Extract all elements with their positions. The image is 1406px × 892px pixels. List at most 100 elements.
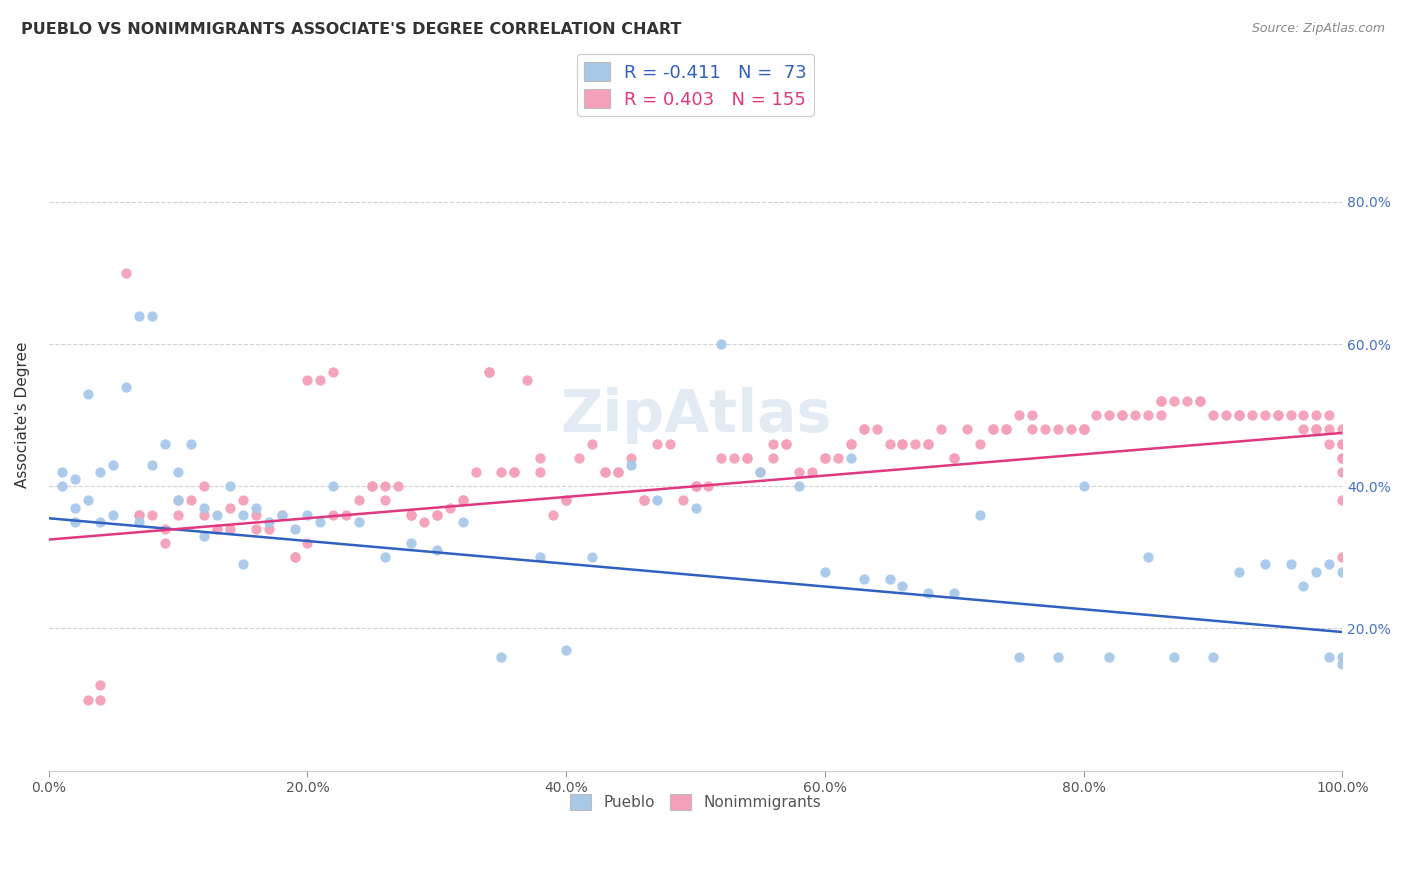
Point bbox=[180, 493, 202, 508]
Point bbox=[1331, 493, 1354, 508]
Point bbox=[193, 479, 215, 493]
Point bbox=[232, 508, 254, 522]
Point bbox=[399, 508, 422, 522]
Point bbox=[1317, 436, 1340, 450]
Point bbox=[710, 337, 733, 351]
Point bbox=[399, 536, 422, 550]
Point bbox=[1073, 422, 1095, 436]
Point bbox=[103, 458, 125, 472]
Point bbox=[685, 479, 707, 493]
Point bbox=[685, 479, 707, 493]
Point bbox=[1331, 450, 1354, 465]
Point bbox=[852, 422, 875, 436]
Point bbox=[1227, 565, 1250, 579]
Point bbox=[128, 508, 150, 522]
Point bbox=[63, 500, 86, 515]
Point bbox=[297, 508, 319, 522]
Text: PUEBLO VS NONIMMIGRANTS ASSOCIATE'S DEGREE CORRELATION CHART: PUEBLO VS NONIMMIGRANTS ASSOCIATE'S DEGR… bbox=[21, 22, 682, 37]
Point bbox=[153, 436, 176, 450]
Point bbox=[439, 500, 461, 515]
Point bbox=[245, 522, 267, 536]
Point bbox=[115, 380, 138, 394]
Point bbox=[710, 450, 733, 465]
Point bbox=[956, 422, 979, 436]
Point bbox=[1163, 393, 1185, 408]
Legend: Pueblo, Nonimmigrants: Pueblo, Nonimmigrants bbox=[564, 788, 828, 816]
Point bbox=[723, 450, 745, 465]
Point bbox=[503, 465, 526, 479]
Point bbox=[1150, 393, 1173, 408]
Point bbox=[555, 493, 578, 508]
Point bbox=[426, 508, 449, 522]
Point bbox=[685, 500, 707, 515]
Point bbox=[1202, 649, 1225, 664]
Point bbox=[63, 472, 86, 486]
Point bbox=[153, 522, 176, 536]
Point bbox=[297, 536, 319, 550]
Point bbox=[994, 422, 1017, 436]
Point bbox=[787, 465, 810, 479]
Point bbox=[426, 508, 449, 522]
Point bbox=[981, 422, 1004, 436]
Point bbox=[814, 565, 837, 579]
Text: ZipAtlas: ZipAtlas bbox=[560, 386, 831, 443]
Point bbox=[491, 465, 513, 479]
Point bbox=[451, 493, 474, 508]
Point bbox=[115, 266, 138, 280]
Point bbox=[89, 515, 111, 529]
Point bbox=[283, 522, 305, 536]
Point bbox=[167, 493, 190, 508]
Point bbox=[89, 678, 111, 692]
Point bbox=[128, 309, 150, 323]
Point bbox=[218, 500, 240, 515]
Point bbox=[1317, 422, 1340, 436]
Point bbox=[309, 373, 332, 387]
Point bbox=[735, 450, 758, 465]
Point bbox=[180, 436, 202, 450]
Point bbox=[270, 508, 292, 522]
Point bbox=[361, 479, 384, 493]
Point bbox=[1073, 422, 1095, 436]
Point bbox=[374, 493, 396, 508]
Point bbox=[232, 493, 254, 508]
Point bbox=[645, 436, 668, 450]
Point bbox=[981, 422, 1004, 436]
Point bbox=[929, 422, 952, 436]
Point bbox=[762, 450, 785, 465]
Point bbox=[1046, 649, 1069, 664]
Point bbox=[63, 515, 86, 529]
Point bbox=[1021, 422, 1043, 436]
Point bbox=[1305, 565, 1327, 579]
Point bbox=[593, 465, 616, 479]
Point bbox=[322, 366, 344, 380]
Point bbox=[1175, 393, 1198, 408]
Point bbox=[1227, 408, 1250, 422]
Point bbox=[167, 493, 190, 508]
Point bbox=[1215, 408, 1237, 422]
Point bbox=[1008, 408, 1031, 422]
Point bbox=[775, 436, 797, 450]
Point bbox=[904, 436, 927, 450]
Point bbox=[322, 479, 344, 493]
Point bbox=[839, 436, 862, 450]
Point bbox=[205, 508, 228, 522]
Point bbox=[1267, 408, 1289, 422]
Point bbox=[529, 465, 551, 479]
Point bbox=[257, 522, 280, 536]
Point bbox=[245, 500, 267, 515]
Point bbox=[309, 515, 332, 529]
Point bbox=[1317, 649, 1340, 664]
Point bbox=[1098, 408, 1121, 422]
Point bbox=[89, 692, 111, 706]
Point bbox=[1331, 436, 1354, 450]
Point bbox=[1305, 408, 1327, 422]
Point bbox=[503, 465, 526, 479]
Point bbox=[814, 450, 837, 465]
Point bbox=[270, 508, 292, 522]
Point bbox=[891, 436, 914, 450]
Point bbox=[76, 386, 98, 401]
Point bbox=[1137, 408, 1160, 422]
Point bbox=[477, 366, 499, 380]
Point bbox=[555, 493, 578, 508]
Point bbox=[1073, 479, 1095, 493]
